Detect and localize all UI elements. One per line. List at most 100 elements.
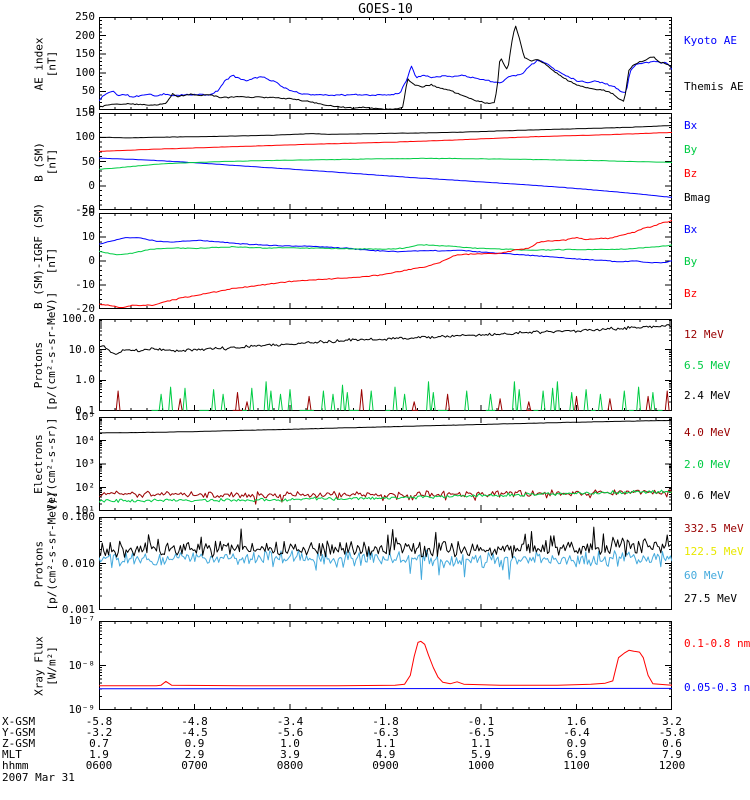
y-axis-title: Xray Flux [32, 635, 45, 696]
footer-value: -5.8 [85, 715, 113, 728]
series-bmag [99, 124, 672, 139]
series-60-mev [99, 549, 672, 580]
series-12-mev [115, 389, 670, 411]
series-kyoto-ae [99, 59, 672, 102]
series-themis-ae [99, 25, 672, 110]
panel-protons-low [99, 319, 672, 411]
footer-value: -6.5 [467, 726, 495, 739]
legend-60-mev: 60 MeV [684, 568, 724, 582]
ytick-label: 10¹ [75, 504, 95, 517]
footer-row-label-y-gsm: Y-GSM [2, 726, 36, 739]
ytick-label: 0.1 [75, 404, 95, 417]
footer-value: 6.9 [566, 748, 587, 761]
footer-value: 1000 [467, 759, 495, 772]
ytick-label: 0.001 [61, 603, 95, 616]
ytick-label: 0.010 [61, 556, 95, 570]
y-axis-unit: [nT] [45, 50, 58, 77]
axis-ticks [99, 17, 672, 110]
legend-0-1-0-8-nm: 0.1-0.8 nm [684, 636, 750, 650]
legend-bmag: Bmag [684, 191, 711, 205]
axis-ticks [99, 319, 672, 411]
y-axis-title: B (SM)-IGRF (SM) [32, 203, 45, 309]
y-axis-title: AE index [32, 37, 45, 90]
series-bz [99, 219, 672, 308]
legend-bx: Bx [684, 118, 698, 132]
plot-title: GOES-10 [358, 2, 413, 17]
ytick-label: 10⁻⁹ [68, 703, 96, 716]
ytick-label: 50 [81, 84, 95, 98]
ytick-label: 100 [75, 65, 95, 79]
y-axis-label-ae-index: AE index [nT] [32, 17, 60, 110]
ytick-label: 250 [75, 10, 95, 23]
y-axis-label-protons-low: Protons [p/(cm²-s-sr-MeV)] [32, 291, 60, 411]
legend-by: By [684, 142, 698, 156]
ytick-label: -50 [75, 203, 95, 216]
legend-0-05-0-3-nm: 0.05-0.3 nm [684, 681, 750, 695]
legend-12-mev: 12 MeV [684, 327, 724, 341]
series-2-0-mev [99, 489, 672, 503]
series-by [99, 244, 672, 256]
y-axis-title: Protons [32, 540, 45, 587]
legend-4-0-mev: 4.0 MeV [684, 426, 731, 440]
footer-value: 0.6 [662, 737, 682, 750]
ytick-label: 150 [75, 106, 95, 119]
footer-value: 1.6 [566, 715, 587, 728]
footer-value: 3.2 [662, 715, 682, 728]
ytick-label: -10 [75, 278, 95, 291]
footer-value: 1.1 [375, 737, 396, 750]
panel-b-sm [99, 113, 672, 210]
legend-2-4-mev: 2.4 MeV [684, 389, 731, 403]
footer-value: -6.4 [563, 726, 590, 739]
legend-bz: Bz [684, 286, 698, 300]
footer-value: -5.8 [658, 726, 686, 739]
y-axis-title: B (SM) [32, 141, 45, 182]
ytick-label: 100 [75, 130, 95, 144]
series-27-5-mev [99, 526, 672, 559]
footer-value: 0900 [372, 759, 399, 772]
series-bx [99, 237, 672, 264]
ytick-label: 10⁵ [75, 410, 95, 423]
footer-row-label-mlt: MLT [2, 748, 22, 761]
ytick-label: 10⁴ [75, 433, 95, 447]
ytick-label: 0 [88, 254, 95, 267]
legend-by: By [684, 254, 698, 268]
y-axis-label-xray-flux: Xray Flux [W/m²] [32, 621, 60, 710]
footer-value: 0600 [85, 759, 113, 772]
panel-xray-flux [99, 621, 672, 710]
y-axis-title: Electrons [32, 434, 45, 494]
footer-value: -4.5 [181, 726, 208, 739]
footer-value: 1100 [563, 759, 590, 772]
axis-ticks [99, 417, 672, 511]
footer-row-label-x-gsm: X-GSM [2, 715, 36, 728]
panel-border [99, 621, 672, 710]
footer-value: 0700 [181, 759, 208, 772]
legend-0-6-mev: 0.6 MeV [684, 488, 731, 502]
panel-electrons [99, 417, 672, 511]
legend-themis-ae: Themis AE [684, 80, 744, 94]
y-axis-unit: [nT] [45, 148, 58, 175]
ytick-label: 10.0 [68, 342, 96, 356]
footer-value: 1.1 [471, 737, 491, 750]
axis-ticks [99, 113, 672, 210]
y-axis-title: Protons [32, 341, 45, 389]
footer-value: 0.9 [184, 737, 205, 750]
series-by [99, 157, 672, 170]
footer-row-label-z-gsm: Z-GSM [2, 737, 36, 750]
ytick-label: 200 [75, 28, 95, 42]
y-axis-unit: [p/(cm²-s-sr-MeV)] [45, 291, 58, 411]
legend-bx: Bx [684, 222, 698, 236]
axis-ticks [99, 621, 672, 710]
footer-value: 3.9 [280, 748, 300, 761]
legend-kyoto-ae: Kyoto AE [684, 33, 737, 47]
axis-ticks [99, 213, 672, 309]
footer-value: -3.2 [85, 726, 113, 739]
footer-value: 7.9 [662, 748, 682, 761]
y-axis-label-protons-high: Protons [p/(cm²-s-sr-MeV)] [32, 490, 60, 610]
y-axis-unit: [p/(cm²-s-sr-MeV)] [45, 490, 58, 610]
footer-value: 5.9 [471, 748, 491, 761]
series-2-4-mev [99, 324, 672, 355]
footer-value: -0.1 [467, 715, 495, 728]
panel-border [99, 113, 672, 210]
ytick-label: 150 [75, 47, 95, 61]
